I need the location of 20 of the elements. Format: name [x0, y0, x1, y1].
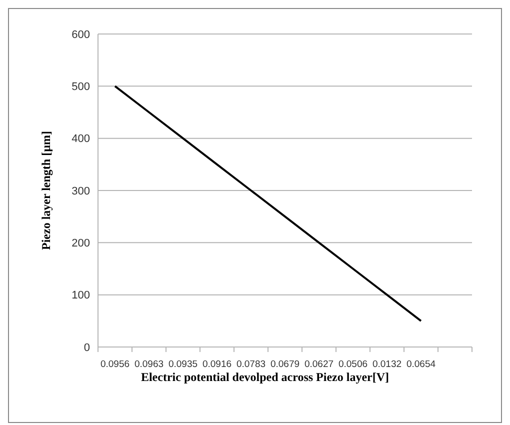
x-tick-label: 0.0963	[134, 359, 164, 370]
x-tick-label: 0.0627	[304, 359, 334, 370]
x-tick-label: 0.0916	[202, 359, 232, 370]
x-tick-label: 0.0783	[236, 359, 266, 370]
y-tick-label: 0	[84, 342, 90, 354]
x-tick-label: 0.0506	[338, 359, 368, 370]
line-series	[114, 85, 422, 322]
y-axis-title: Piezo layer length [µm]	[39, 131, 53, 250]
y-tick-label: 300	[72, 185, 90, 198]
x-tick-label: 0.0956	[100, 359, 130, 370]
x-tick-label: 0.0654	[406, 359, 436, 370]
y-tick-label: 100	[72, 290, 90, 302]
y-tick-label: 600	[72, 28, 90, 41]
y-tick-label: 500	[72, 81, 90, 94]
x-axis-title: Electric potential devolped across Piezo layer[V]	[140, 370, 390, 384]
y-tick-label: 200	[72, 238, 90, 250]
y-tick-label: 400	[72, 133, 90, 146]
x-tick-label: 0.0132	[372, 359, 402, 370]
x-tick-label: 0.0679	[270, 359, 300, 370]
x-tick-label: 0.0935	[168, 359, 198, 370]
